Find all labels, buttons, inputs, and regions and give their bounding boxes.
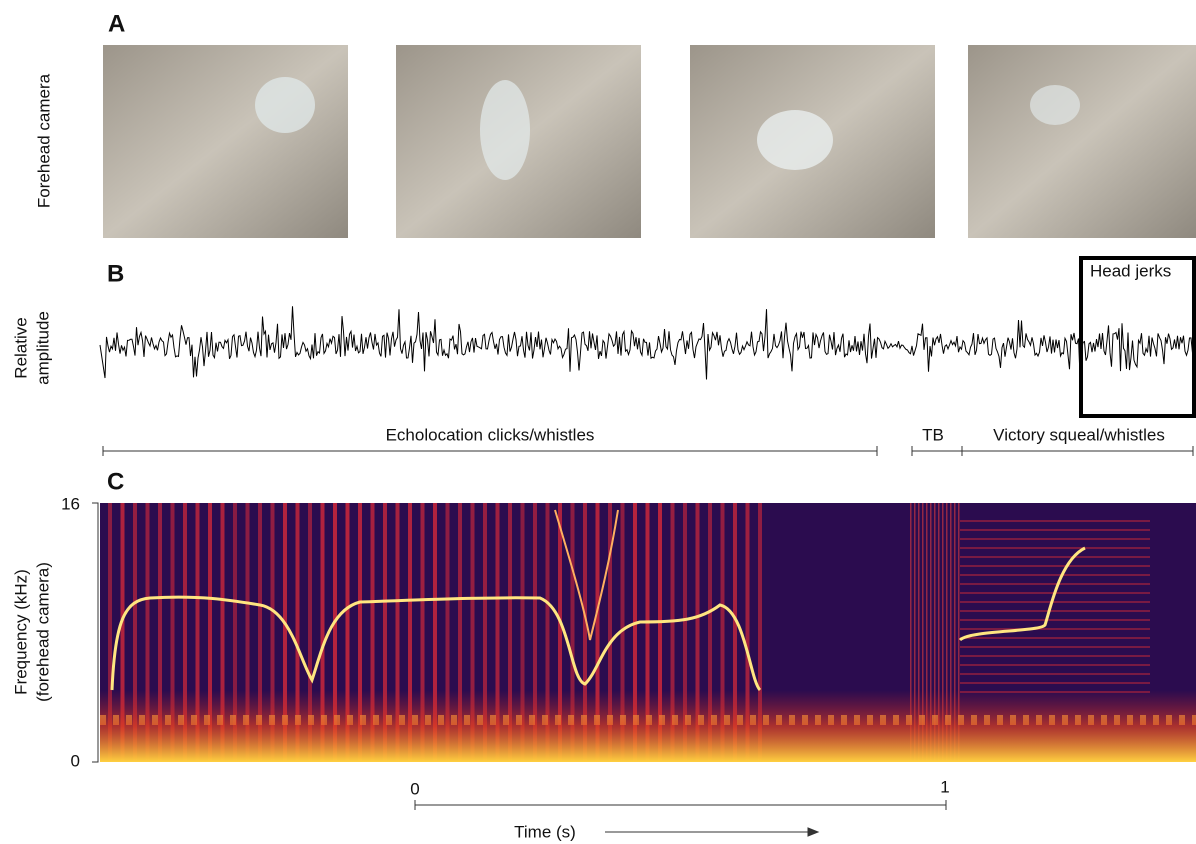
spectral-stripe [960,682,1150,684]
scale-label: 0 [410,779,419,798]
arrow [605,828,818,836]
photo [968,45,1196,238]
spectral-stripe [960,556,1150,558]
segment-label: TB [922,425,944,444]
scale-label: 1 [940,777,949,796]
y-label: (forehead camera) [33,562,52,702]
box-label: Head jerks [1090,261,1171,280]
segment-label: Victory squeal/whistles [993,425,1165,444]
low-band [100,690,1196,762]
photos [103,45,1196,238]
spectral-stripe [960,619,1150,621]
bubble [255,77,315,133]
spectral-stripe [960,637,1150,639]
spectral-stripe [960,574,1150,576]
scale-bar [415,800,946,810]
bracket [103,446,877,456]
figure: A Forehead camera B Relative amplitude H… [0,0,1196,844]
y-tick-label: 0 [71,751,80,770]
segment-brackets [103,446,1193,456]
bubble [480,80,530,180]
panel-label: C [107,468,124,495]
bubble [1030,85,1080,125]
y-label: Relative [11,317,30,378]
panel-label: A [108,10,125,37]
y-tick-label: 16 [61,494,80,513]
photo [103,45,348,238]
y-axis [92,503,98,762]
spectral-stripe [960,646,1150,648]
waveform [100,306,1196,379]
spectral-stripe [960,547,1150,549]
spectral-stripe [960,664,1150,666]
y-label: amplitude [33,311,52,385]
segment-label: Echolocation clicks/whistles [386,425,595,444]
y-label: Forehead camera [34,73,53,208]
y-label: Frequency (kHz) [11,569,30,695]
page: A Forehead camera B Relative amplitude H… [0,0,1196,844]
spectral-stripe [960,628,1150,630]
axis-label: Time (s) [514,822,576,841]
spectral-stripe [960,673,1150,675]
bracket [962,446,1193,456]
spectral-stripe [960,601,1150,603]
bubble [757,110,833,170]
spectral-stripe [960,538,1150,540]
spectral-stripe [960,610,1150,612]
spectral-stripe [960,520,1150,522]
bracket [912,446,962,456]
spectral-stripe [960,583,1150,585]
spectral-stripe [960,655,1150,657]
panel-label: B [107,260,124,287]
spectral-stripe [960,529,1150,531]
spectral-stripe [960,565,1150,567]
